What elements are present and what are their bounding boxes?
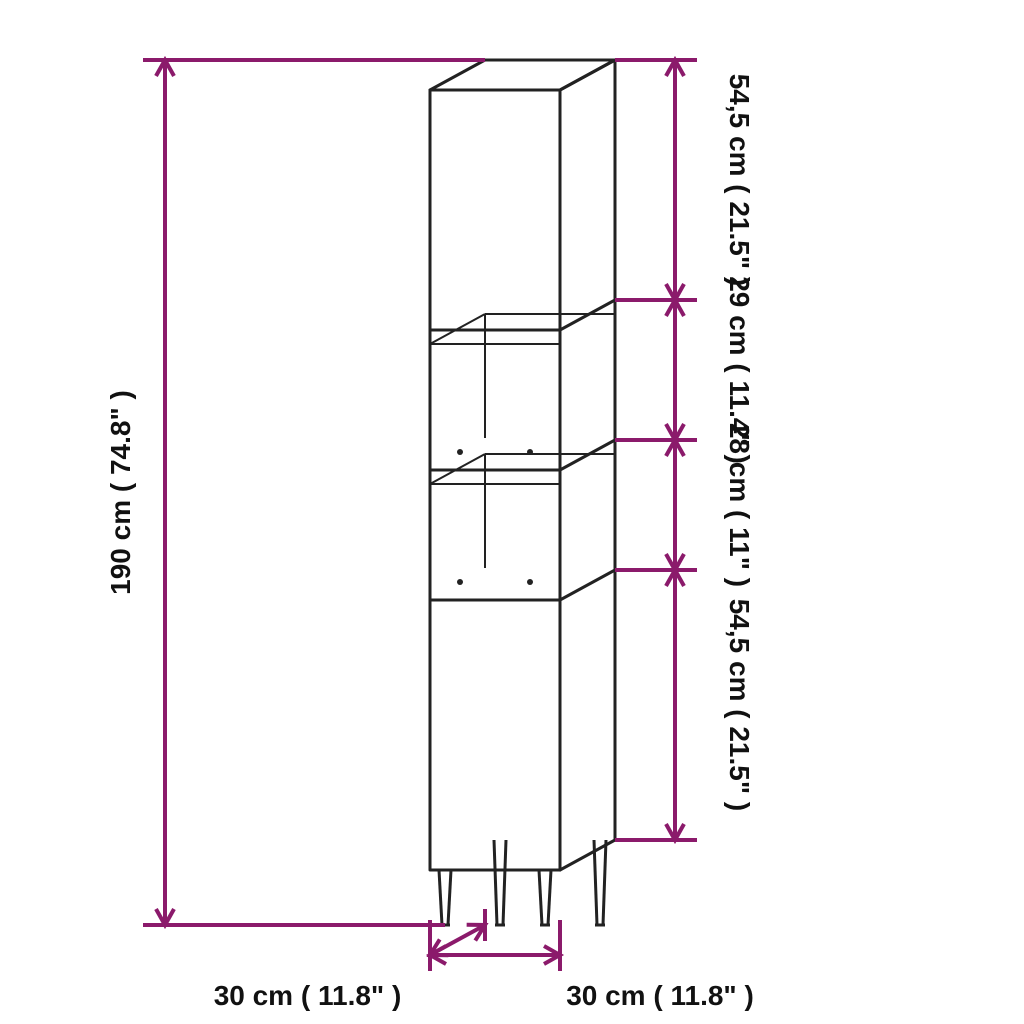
dim-total-height [143,60,485,925]
dimensions.bottom_door.label: 54,5 cm ( 21.5" ) [724,599,755,812]
cabinet-drawing [430,60,615,925]
dimensions.top_door.label: 54,5 cm ( 21.5" ) [724,74,755,287]
dimensions.depth.label: 30 cm ( 11.8" ) [214,980,402,1011]
dimensions.total_height.label: 190 cm ( 74.8" ) [105,390,136,595]
dimensions.shelf2.label: 28 cm ( 11" ) [724,423,755,587]
dimensions.width.label: 30 cm ( 11.8" ) [566,980,754,1011]
dim-right-stack [615,60,697,840]
